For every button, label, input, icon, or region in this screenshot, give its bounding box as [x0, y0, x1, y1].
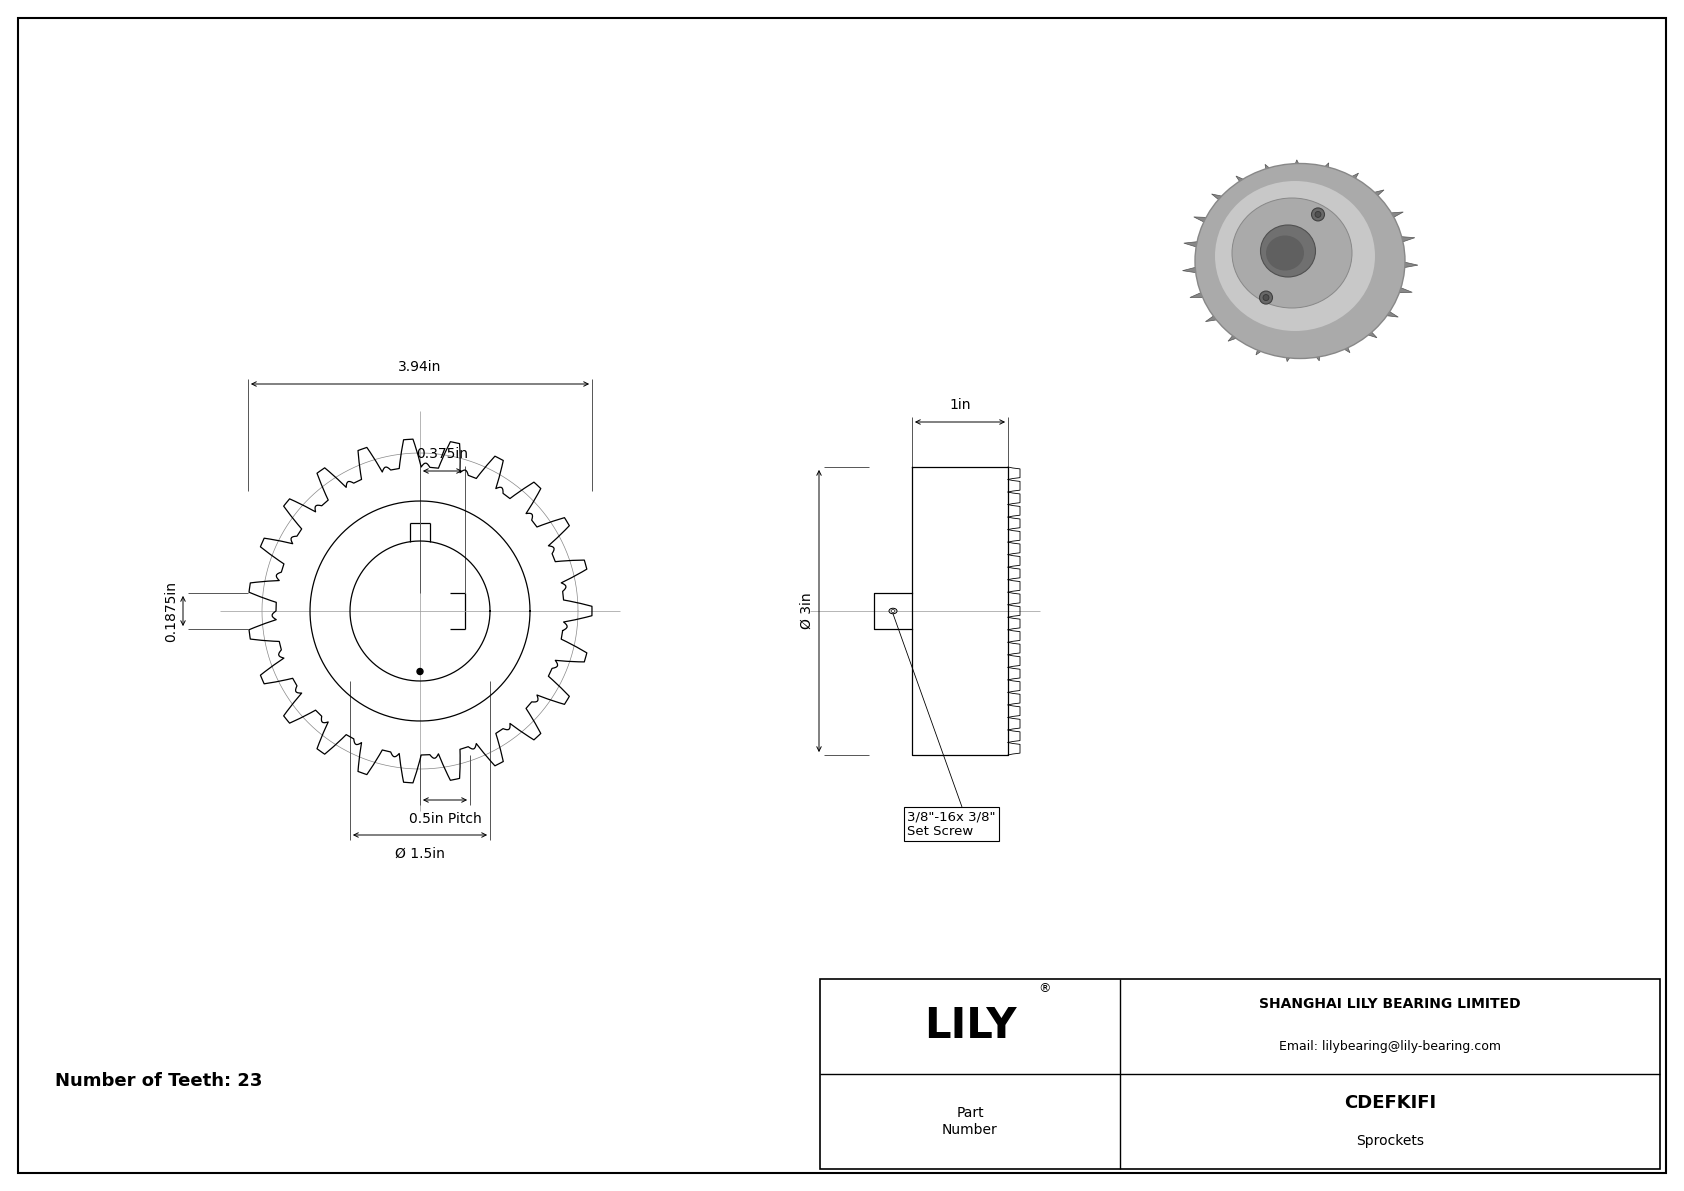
- Polygon shape: [1386, 212, 1403, 219]
- Text: ®: ®: [1039, 983, 1051, 994]
- Circle shape: [1260, 291, 1273, 304]
- Circle shape: [1312, 208, 1325, 222]
- Text: Email: lilybearing@lily-bearing.com: Email: lilybearing@lily-bearing.com: [1280, 1040, 1500, 1053]
- Polygon shape: [1206, 313, 1223, 322]
- Ellipse shape: [1214, 181, 1376, 331]
- Ellipse shape: [1261, 225, 1315, 278]
- Polygon shape: [1265, 164, 1275, 174]
- Ellipse shape: [891, 610, 894, 612]
- Polygon shape: [1320, 163, 1329, 173]
- Circle shape: [418, 668, 423, 674]
- Text: 0.5in Pitch: 0.5in Pitch: [409, 812, 482, 827]
- Text: Number of Teeth: 23: Number of Teeth: 23: [56, 1072, 263, 1090]
- Polygon shape: [1182, 266, 1201, 274]
- Circle shape: [1315, 212, 1320, 218]
- Text: LILY: LILY: [925, 1005, 1015, 1048]
- Polygon shape: [1346, 173, 1359, 183]
- Polygon shape: [1293, 160, 1302, 169]
- Polygon shape: [1312, 351, 1320, 361]
- Polygon shape: [1256, 345, 1266, 355]
- Polygon shape: [1285, 353, 1293, 362]
- Polygon shape: [1339, 343, 1351, 353]
- Ellipse shape: [889, 609, 898, 613]
- Ellipse shape: [1233, 198, 1352, 308]
- Polygon shape: [1396, 236, 1415, 243]
- Text: 0.375in: 0.375in: [416, 447, 468, 461]
- Text: SHANGHAI LILY BEARING LIMITED: SHANGHAI LILY BEARING LIMITED: [1260, 998, 1521, 1011]
- Text: Ø 1.5in: Ø 1.5in: [396, 847, 445, 861]
- Ellipse shape: [1266, 236, 1303, 270]
- Polygon shape: [1394, 286, 1413, 293]
- Polygon shape: [1228, 331, 1243, 341]
- Circle shape: [1263, 294, 1270, 300]
- Text: 3/8"-16x 3/8"
Set Screw: 3/8"-16x 3/8" Set Screw: [908, 810, 995, 838]
- Polygon shape: [1369, 189, 1384, 199]
- Ellipse shape: [1196, 163, 1404, 358]
- Polygon shape: [1191, 291, 1207, 298]
- Text: Ø 3in: Ø 3in: [800, 593, 813, 629]
- Polygon shape: [1381, 308, 1398, 317]
- Polygon shape: [1211, 194, 1228, 202]
- Text: 1in: 1in: [950, 398, 970, 412]
- Polygon shape: [1399, 261, 1418, 268]
- Polygon shape: [1362, 329, 1378, 338]
- Text: Part
Number: Part Number: [941, 1106, 999, 1136]
- Text: 0.1875in: 0.1875in: [163, 580, 179, 642]
- Text: 3.94in: 3.94in: [399, 360, 441, 374]
- Polygon shape: [1184, 241, 1202, 249]
- Polygon shape: [1194, 217, 1212, 224]
- Polygon shape: [1236, 176, 1250, 186]
- Text: CDEFKIFI: CDEFKIFI: [1344, 1095, 1436, 1112]
- Text: Sprockets: Sprockets: [1356, 1135, 1425, 1148]
- Bar: [820, 979, 1660, 1170]
